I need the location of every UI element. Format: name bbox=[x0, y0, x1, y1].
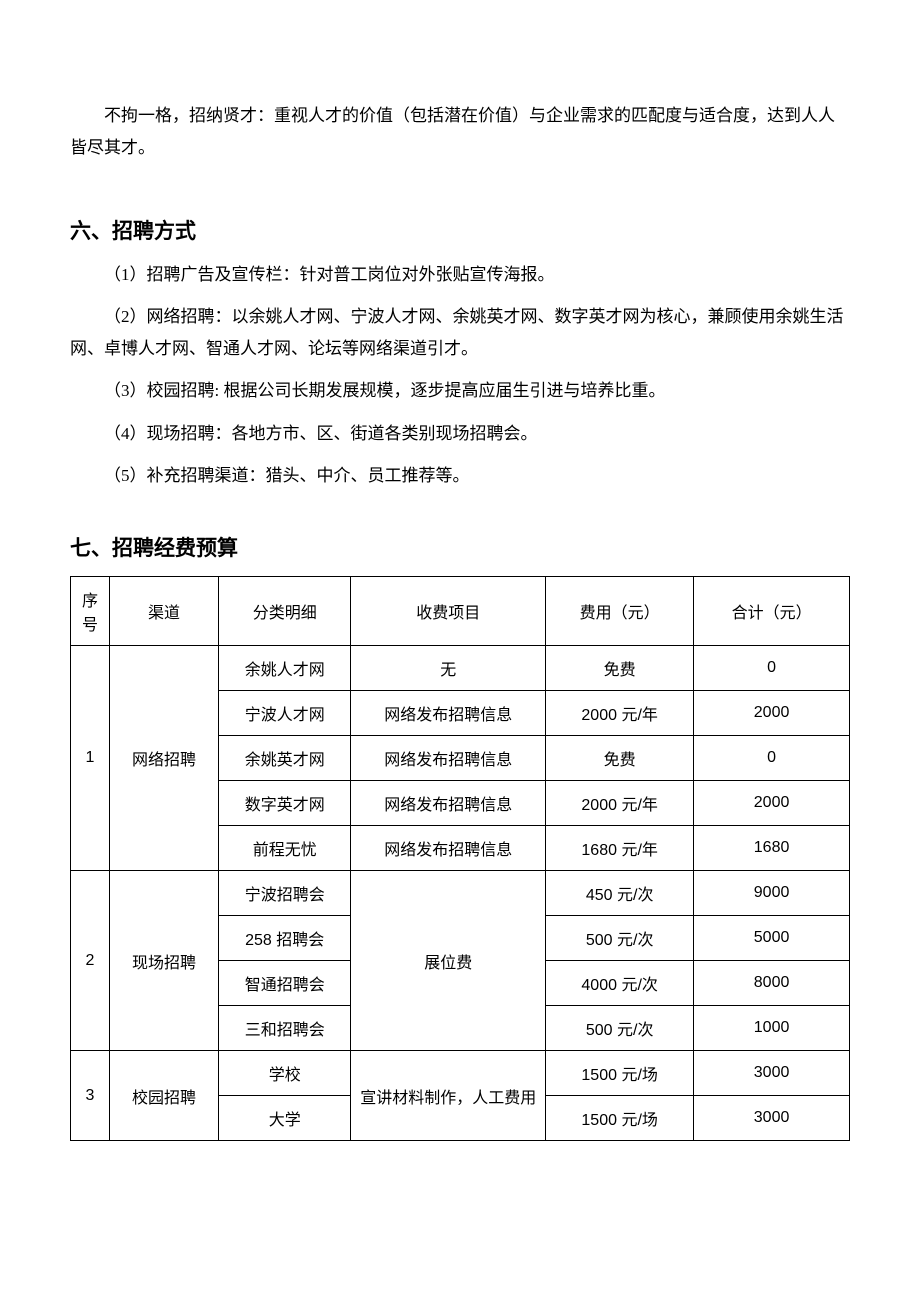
cell-channel-3: 校园招聘 bbox=[109, 1051, 218, 1141]
cell-detail: 宁波招聘会 bbox=[218, 871, 350, 916]
cell-item: 网络发布招聘信息 bbox=[351, 691, 546, 736]
cell-detail: 余姚人才网 bbox=[218, 646, 350, 691]
cell-total: 1000 bbox=[694, 1006, 850, 1051]
cell-total: 3000 bbox=[694, 1096, 850, 1141]
cell-total: 2000 bbox=[694, 691, 850, 736]
cell-detail: 余姚英才网 bbox=[218, 736, 350, 781]
section-6-heading: 六、招聘方式 bbox=[70, 215, 850, 245]
cell-fee: 1680 元/年 bbox=[546, 826, 694, 871]
cell-fee: 500 元/次 bbox=[546, 1006, 694, 1051]
cell-channel-2: 现场招聘 bbox=[109, 871, 218, 1051]
cell-fee: 免费 bbox=[546, 646, 694, 691]
cell-total: 8000 bbox=[694, 961, 850, 1006]
table-row: 1 网络招聘 余姚人才网 无 免费 0 bbox=[71, 646, 850, 691]
cell-fee: 2000 元/年 bbox=[546, 781, 694, 826]
cell-seq-3: 3 bbox=[71, 1051, 110, 1141]
header-item: 收费项目 bbox=[351, 577, 546, 646]
cell-item-3: 宣讲材料制作，人工费用 bbox=[351, 1051, 546, 1141]
table-header-row: 序号 渠道 分类明细 收费项目 费用（元） 合计（元） bbox=[71, 577, 850, 646]
header-channel: 渠道 bbox=[109, 577, 218, 646]
cell-item-2: 展位费 bbox=[351, 871, 546, 1051]
cell-total: 1680 bbox=[694, 826, 850, 871]
cell-item: 无 bbox=[351, 646, 546, 691]
budget-table: 序号 渠道 分类明细 收费项目 费用（元） 合计（元） 1 网络招聘 余姚人才网… bbox=[70, 576, 850, 1141]
cell-total: 9000 bbox=[694, 871, 850, 916]
cell-total: 0 bbox=[694, 646, 850, 691]
cell-fee: 1500 元/场 bbox=[546, 1051, 694, 1096]
cell-fee: 4000 元/次 bbox=[546, 961, 694, 1006]
cell-detail: 三和招聘会 bbox=[218, 1006, 350, 1051]
cell-item: 网络发布招聘信息 bbox=[351, 736, 546, 781]
table-row: 2 现场招聘 宁波招聘会 展位费 450 元/次 9000 bbox=[71, 871, 850, 916]
cell-channel-1: 网络招聘 bbox=[109, 646, 218, 871]
cell-fee: 500 元/次 bbox=[546, 916, 694, 961]
cell-total: 0 bbox=[694, 736, 850, 781]
section-7-heading: 七、招聘经费预算 bbox=[70, 532, 850, 562]
cell-seq-1: 1 bbox=[71, 646, 110, 871]
cell-fee: 450 元/次 bbox=[546, 871, 694, 916]
cell-seq-2: 2 bbox=[71, 871, 110, 1051]
cell-detail: 智通招聘会 bbox=[218, 961, 350, 1006]
cell-detail: 大学 bbox=[218, 1096, 350, 1141]
table-row: 3 校园招聘 学校 宣讲材料制作，人工费用 1500 元/场 3000 bbox=[71, 1051, 850, 1096]
cell-item: 网络发布招聘信息 bbox=[351, 781, 546, 826]
intro-paragraph: 不拘一格，招纳贤才：重视人才的价值（包括潜在价值）与企业需求的匹配度与适合度，达… bbox=[70, 100, 850, 165]
cell-detail: 宁波人才网 bbox=[218, 691, 350, 736]
cell-detail: 258 招聘会 bbox=[218, 916, 350, 961]
header-detail: 分类明细 bbox=[218, 577, 350, 646]
cell-total: 5000 bbox=[694, 916, 850, 961]
cell-detail: 学校 bbox=[218, 1051, 350, 1096]
cell-total: 2000 bbox=[694, 781, 850, 826]
header-fee: 费用（元） bbox=[546, 577, 694, 646]
recruit-method-4: （4）现场招聘：各地方市、区、街道各类别现场招聘会。 bbox=[70, 418, 850, 450]
cell-detail: 数字英才网 bbox=[218, 781, 350, 826]
table-header: 序号 渠道 分类明细 收费项目 费用（元） 合计（元） bbox=[71, 577, 850, 646]
cell-fee: 免费 bbox=[546, 736, 694, 781]
recruit-method-2: （2）网络招聘：以余姚人才网、宁波人才网、余姚英才网、数字英才网为核心，兼顾使用… bbox=[70, 301, 850, 366]
cell-total: 3000 bbox=[694, 1051, 850, 1096]
table-body: 1 网络招聘 余姚人才网 无 免费 0 宁波人才网 网络发布招聘信息 2000 … bbox=[71, 646, 850, 1141]
cell-detail: 前程无忧 bbox=[218, 826, 350, 871]
header-seq: 序号 bbox=[71, 577, 110, 646]
recruit-method-5: （5）补充招聘渠道：猎头、中介、员工推荐等。 bbox=[70, 460, 850, 492]
header-total: 合计（元） bbox=[694, 577, 850, 646]
recruit-method-3: （3）校园招聘: 根据公司长期发展规模，逐步提高应届生引进与培养比重。 bbox=[70, 375, 850, 407]
recruit-method-1: （1）招聘广告及宣传栏：针对普工岗位对外张贴宣传海报。 bbox=[70, 259, 850, 291]
cell-fee: 2000 元/年 bbox=[546, 691, 694, 736]
cell-item: 网络发布招聘信息 bbox=[351, 826, 546, 871]
cell-fee: 1500 元/场 bbox=[546, 1096, 694, 1141]
